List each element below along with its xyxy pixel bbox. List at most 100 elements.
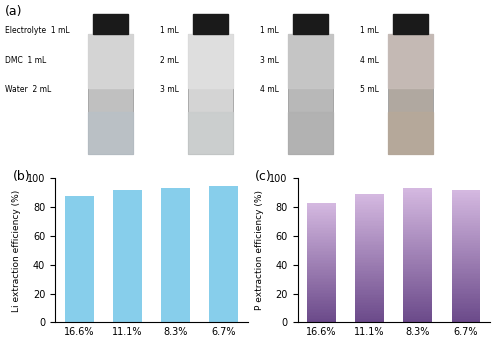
Bar	[404, 316, 432, 317]
Bar	[355, 271, 384, 273]
Bar	[307, 216, 336, 218]
Bar	[355, 199, 384, 201]
Bar	[388, 34, 432, 154]
Bar	[404, 188, 432, 190]
Bar	[355, 229, 384, 231]
Bar	[452, 293, 480, 294]
Bar	[404, 292, 432, 294]
Bar	[307, 318, 336, 319]
Bar	[307, 288, 336, 289]
Bar	[355, 258, 384, 260]
Bar	[404, 224, 432, 225]
Bar	[307, 282, 336, 284]
Bar	[355, 246, 384, 247]
Text: Water  2 mL: Water 2 mL	[5, 85, 52, 94]
Y-axis label: Li extraction efficiency (%): Li extraction efficiency (%)	[12, 189, 22, 311]
Bar	[88, 112, 132, 154]
Bar	[404, 237, 432, 239]
Bar	[452, 301, 480, 303]
Bar	[355, 318, 384, 319]
Bar	[307, 255, 336, 257]
Bar	[355, 289, 384, 291]
Bar	[64, 196, 94, 322]
Bar	[452, 255, 480, 256]
Bar	[88, 34, 132, 154]
Bar	[188, 112, 232, 154]
Bar	[355, 194, 384, 196]
Bar	[452, 261, 480, 263]
Text: 4 mL: 4 mL	[260, 85, 279, 94]
Bar	[307, 319, 336, 321]
Bar	[452, 205, 480, 206]
Bar	[392, 14, 428, 34]
Bar	[452, 253, 480, 255]
Bar	[404, 304, 432, 306]
Bar	[404, 301, 432, 302]
Bar	[307, 207, 336, 209]
Bar	[307, 272, 336, 273]
Bar	[307, 206, 336, 207]
Bar	[355, 305, 384, 306]
Bar	[307, 210, 336, 212]
Bar	[452, 294, 480, 296]
Bar	[355, 261, 384, 263]
Bar	[355, 315, 384, 316]
Text: 2 mL: 2 mL	[160, 56, 179, 64]
Bar	[404, 254, 432, 256]
Bar	[307, 307, 336, 309]
Bar	[307, 301, 336, 303]
Bar	[452, 318, 480, 319]
Bar	[452, 235, 480, 236]
Bar	[404, 209, 432, 210]
Bar	[307, 225, 336, 227]
Bar	[452, 243, 480, 245]
Bar	[452, 303, 480, 304]
Bar	[404, 299, 432, 301]
Bar	[307, 254, 336, 255]
Bar	[355, 268, 384, 270]
Bar	[452, 190, 480, 191]
Bar	[452, 273, 480, 274]
Bar	[404, 262, 432, 264]
Bar	[355, 295, 384, 297]
Bar	[355, 252, 384, 253]
Bar	[355, 253, 384, 255]
Bar	[404, 239, 432, 240]
Bar	[307, 275, 336, 276]
Bar	[307, 317, 336, 318]
Bar	[404, 267, 432, 269]
Bar	[452, 231, 480, 233]
Bar	[404, 215, 432, 217]
Bar	[307, 242, 336, 243]
Bar	[404, 222, 432, 224]
Bar	[452, 203, 480, 205]
Bar	[404, 317, 432, 319]
Bar	[452, 319, 480, 321]
Bar	[307, 293, 336, 294]
Text: (b): (b)	[12, 170, 30, 183]
Bar	[355, 281, 384, 282]
Bar	[404, 260, 432, 262]
Bar	[404, 230, 432, 232]
Bar	[404, 259, 432, 260]
Bar	[404, 271, 432, 272]
Bar	[404, 227, 432, 229]
Bar	[452, 291, 480, 293]
Bar	[404, 195, 432, 197]
Text: DMC  1 mL: DMC 1 mL	[5, 56, 46, 64]
Bar	[307, 310, 336, 312]
Bar	[355, 249, 384, 250]
Bar	[307, 249, 336, 251]
Bar	[307, 258, 336, 260]
Bar	[307, 213, 336, 215]
Bar	[355, 250, 384, 252]
Bar	[452, 220, 480, 221]
Bar	[452, 283, 480, 284]
Bar	[404, 232, 432, 234]
Bar	[355, 274, 384, 276]
Bar	[355, 308, 384, 310]
Bar	[307, 240, 336, 242]
Bar	[355, 266, 384, 268]
Text: (c): (c)	[255, 170, 272, 183]
Bar	[209, 186, 238, 322]
